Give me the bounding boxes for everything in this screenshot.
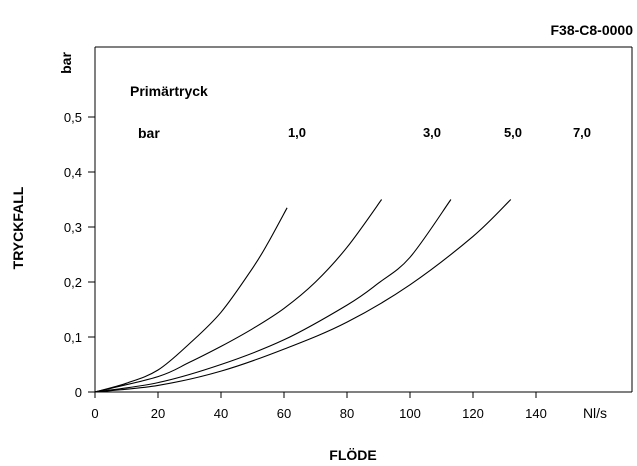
series-label: 1,0: [288, 125, 306, 140]
legend-unit: bar: [138, 125, 160, 141]
series-lines: [94, 199, 512, 393]
series-line: [94, 199, 512, 393]
x-tick-label: 120: [462, 406, 484, 421]
y-tick-label: 0: [75, 385, 82, 400]
series-label: 5,0: [504, 125, 522, 140]
y-tick-label: 0,4: [64, 165, 82, 180]
series-line: [94, 199, 452, 393]
series-label: 3,0: [423, 125, 441, 140]
x-tick-label: 60: [277, 406, 291, 421]
diagram-code: F38-C8-0000: [551, 22, 634, 38]
x-unit-label: Nl/s: [583, 405, 607, 421]
x-tick-label: 80: [340, 406, 354, 421]
y-tick-label: 0,3: [64, 220, 82, 235]
x-tick-label: 40: [214, 406, 228, 421]
x-tick-label: 100: [399, 406, 421, 421]
x-tick-label: 0: [91, 406, 98, 421]
y-tick-label: 0,2: [64, 275, 82, 290]
y-tick-label: 0,1: [64, 330, 82, 345]
plot-frame: [94, 46, 633, 393]
x-tick-label: 20: [151, 406, 165, 421]
y-ticks: 0 0,1 0,2 0,3 0,4 0,5: [64, 110, 95, 400]
legend-title: Primärtryck: [130, 83, 208, 99]
x-tick-label: 140: [525, 406, 547, 421]
y-unit-label: bar: [58, 52, 74, 74]
x-axis-title: FLÖDE: [329, 447, 376, 463]
y-axis-title: TRYCKFALL: [10, 186, 26, 269]
legend-labels: 1,0 3,0 5,0 7,0: [288, 125, 591, 140]
series-line: [94, 207, 288, 393]
series-line: [94, 199, 383, 393]
x-ticks: 0 20 40 60 80 100 120 140: [91, 392, 547, 421]
y-tick-label: 0,5: [64, 110, 82, 125]
series-label: 7,0: [573, 125, 591, 140]
